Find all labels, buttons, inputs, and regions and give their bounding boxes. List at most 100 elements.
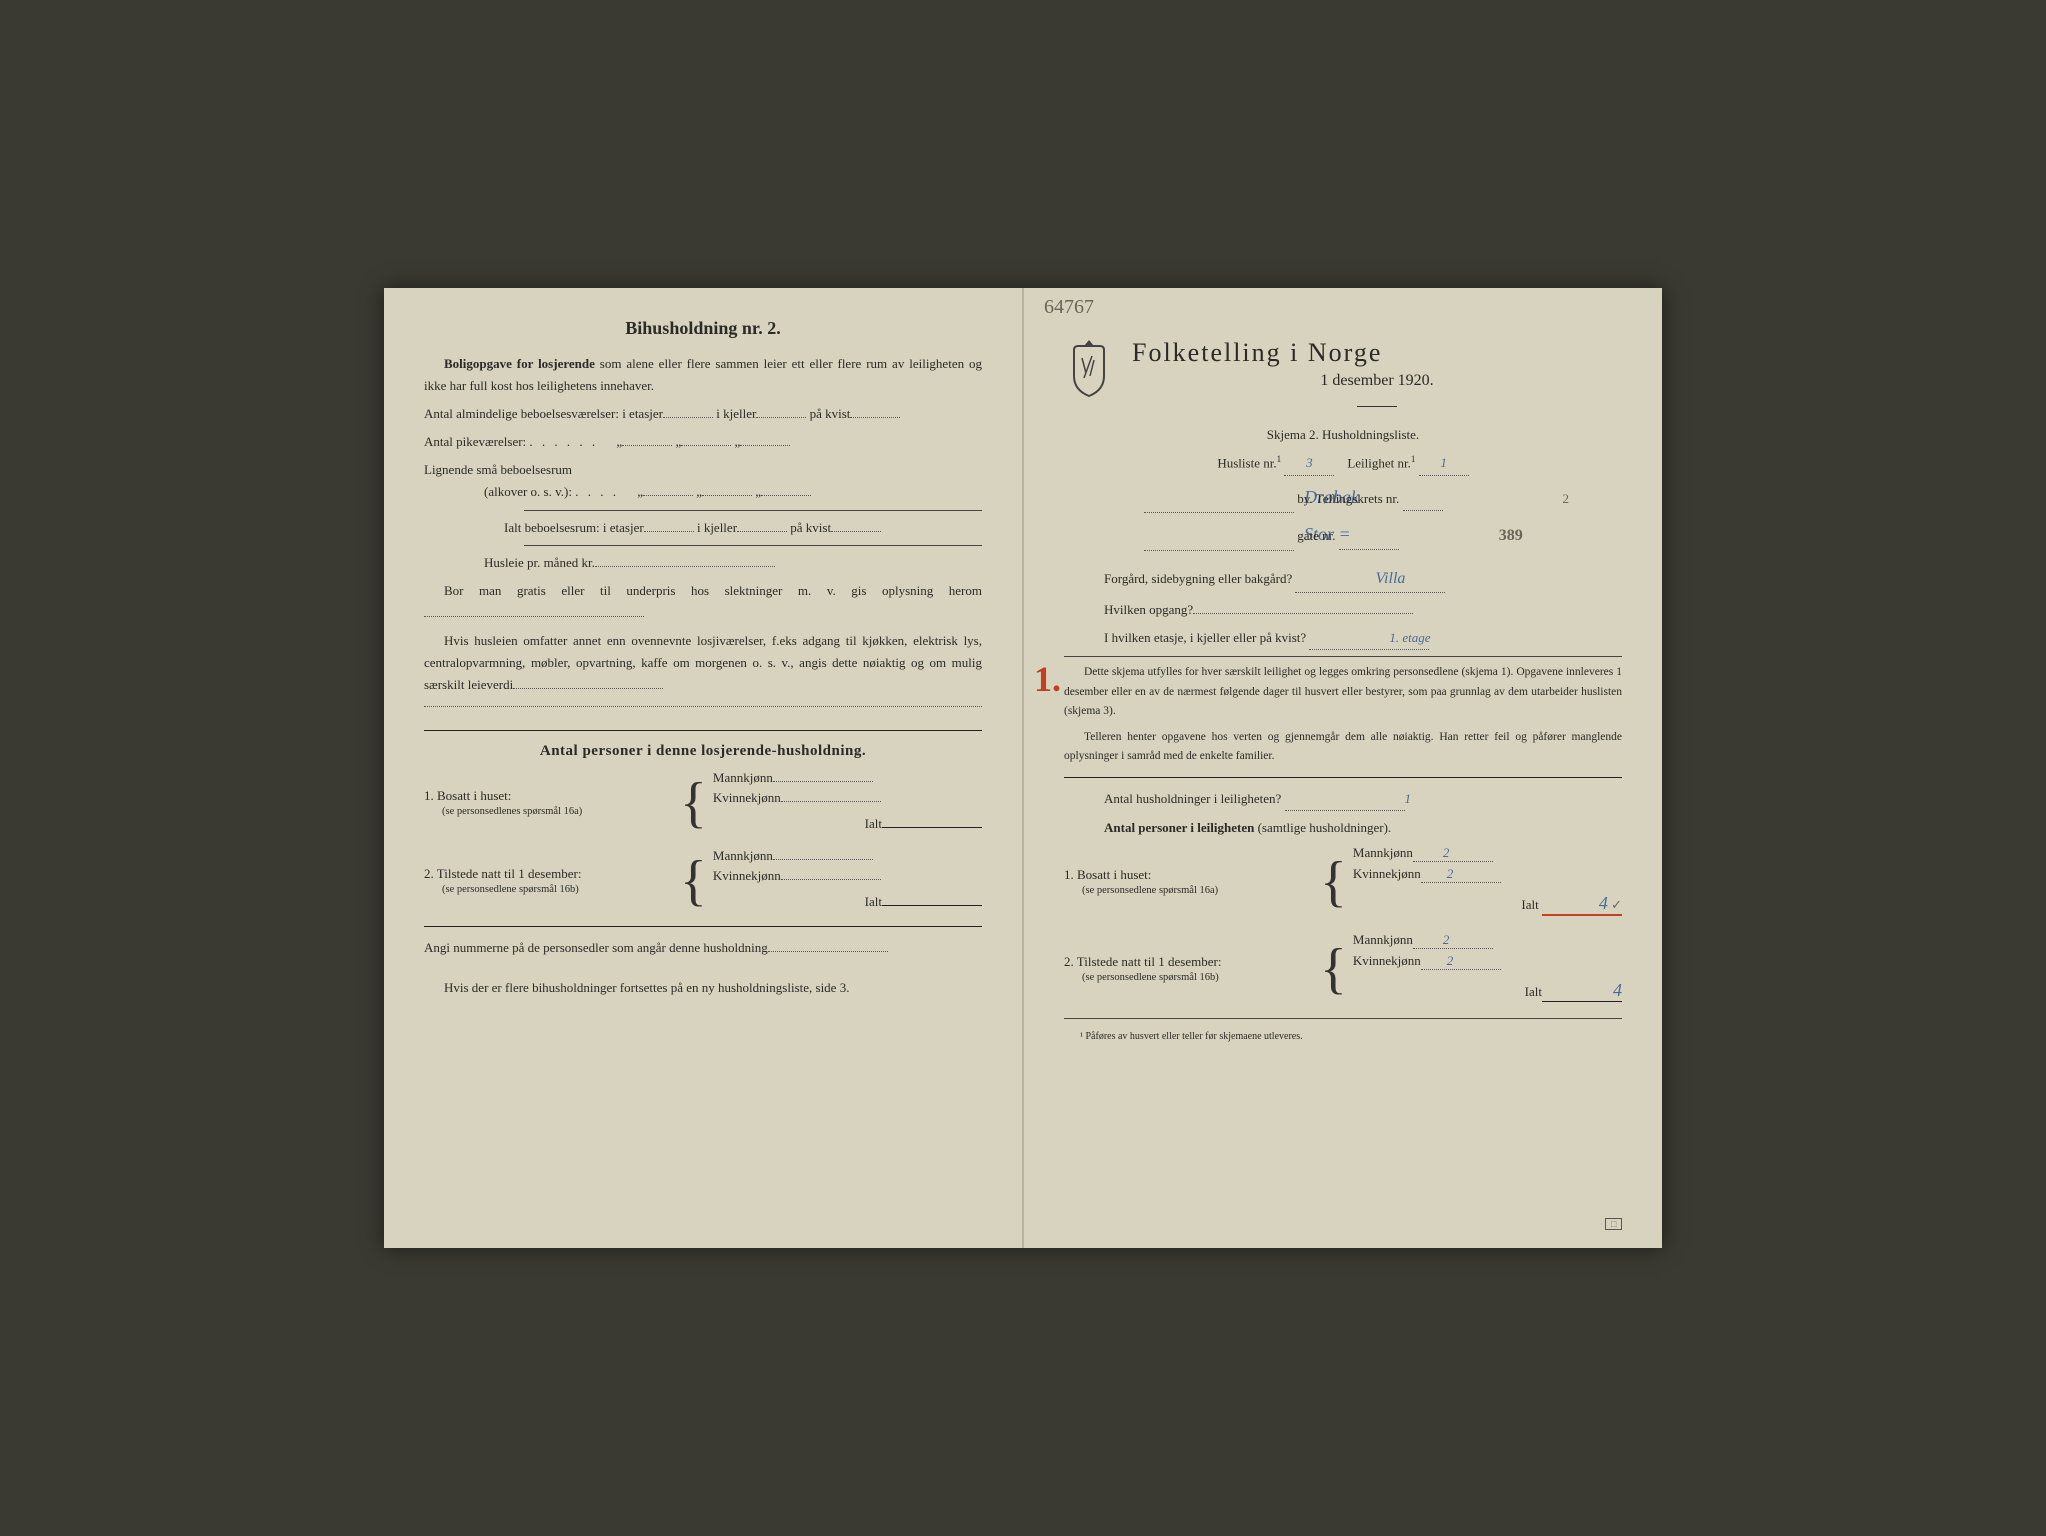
date: 1 desember 1920. [1132, 372, 1622, 390]
lbl-antal-pers: Antal personer i leiligheten [1104, 820, 1254, 835]
lbl-antal-pers2: (samtlige husholdninger). [1254, 820, 1391, 835]
antal-pers-row: Antal personer i leiligheten (samtlige h… [1064, 817, 1622, 839]
rv-i1-chk: ✓ [1611, 897, 1622, 913]
q2-label: 2. Tilstede natt til 1 desember: [424, 866, 674, 883]
val-gatenr: 389 [1419, 522, 1523, 549]
rq2-label: 2. Tilstede natt til 1 desember: [1064, 954, 1314, 971]
val-forgard: Villa [1335, 565, 1405, 592]
right-page: 64767 Folketelling i Norge 1 desember 19… [1023, 288, 1662, 1248]
row-husleie: Husleie pr. måned kr. [424, 552, 982, 574]
val-leilighet: 1 [1440, 452, 1447, 474]
lbl-ialt1: Ialt [865, 816, 882, 831]
val-antal-hush: 1 [1365, 788, 1412, 810]
antal-hush-row: Antal husholdninger i leiligheten? 1 [1064, 788, 1622, 811]
instr1: Dette skjema utfylles for hver særskilt … [1064, 663, 1622, 722]
lbl-kjeller2: i kjeller [697, 520, 737, 535]
document-spread: Bihusholdning nr. 2. Boligopgave for los… [384, 288, 1662, 1248]
lbl-ialt2: Ialt [865, 894, 882, 909]
red-margin-mark: 1. [1034, 658, 1061, 700]
row-ialt: Ialt beboelsesrum: i etasjer i kjeller p… [424, 517, 982, 539]
main-title: Folketelling i Norge [1132, 338, 1622, 368]
left-section-title: Antal personer i denne losjerende-hushol… [424, 743, 982, 760]
lbl-mann1: Mannkjønn [713, 770, 773, 785]
row-lign1: Lignende små beboelsesrum [424, 459, 982, 481]
rq1-label: 1. Bosatt i huset: [1064, 867, 1314, 884]
row-hvis: Hvis husleien omfatter annet enn ovennev… [424, 630, 982, 696]
val-etasje: 1. etage [1349, 627, 1430, 649]
q1-block: 1. Bosatt i huset: (se personsedlenes sp… [424, 770, 982, 836]
rv-k2: 2 [1447, 953, 1454, 969]
left-title: Bihusholdning nr. 2. [424, 318, 982, 339]
foot-left: Hvis der er flere bihusholdninger fortse… [424, 977, 982, 999]
val-krets: 2 [1483, 488, 1570, 510]
rv-m2: 2 [1443, 932, 1450, 948]
printer-mark: ⬚ [1605, 1218, 1622, 1230]
opgang-row: Hvilken opgang? [1064, 599, 1622, 621]
etasje-row: I hvilken etasje, i kjeller eller på kvi… [1064, 627, 1622, 650]
rlbl-ialt2: Ialt [1525, 984, 1542, 999]
row-pike: Antal pikeværelser: . . . . . . „ „ „ [424, 431, 982, 453]
footnote: ¹ Påføres av husvert eller teller før sk… [1064, 1031, 1622, 1042]
brace-icon: { [1314, 944, 1353, 994]
rq2-note: (se personsedlene spørsmål 16b) [1082, 971, 1314, 985]
lbl-by: by. Tellingskrets nr. [1297, 491, 1399, 506]
instr2: Telleren henter opgavene hos verten og g… [1064, 728, 1622, 767]
q1-note: (se personsedlenes spørsmål 16a) [442, 805, 674, 819]
lbl-alm: Antal almindelige beboelsesværelser: i e… [424, 406, 663, 421]
lbl-opgang: Hvilken opgang? [1104, 602, 1193, 617]
lbl-angi: Angi nummerne på de personsedler som ang… [424, 940, 768, 955]
lbl-husleie: Husleie pr. måned kr. [484, 555, 595, 570]
husliste-row: Husliste nr.1 3 Leilighet nr.1 1 [1064, 452, 1622, 475]
brace-icon: { [674, 856, 713, 906]
rv-m1: 2 [1443, 845, 1450, 861]
row-angi: Angi nummerne på de personsedler som ang… [424, 937, 982, 959]
coat-of-arms-icon [1064, 338, 1114, 398]
lbl-kvinne2: Kvinnekjønn [713, 868, 781, 883]
val-husliste: 3 [1306, 452, 1313, 474]
lbl-gate: gate nr. [1297, 528, 1335, 543]
rv-i1: 4 [1599, 893, 1608, 914]
brace-icon: { [1314, 857, 1353, 907]
rlbl-mann2: Mannkjønn [1353, 932, 1413, 947]
gate-row: Stor = gate nr. 389 [1064, 519, 1622, 551]
lbl-kvinne1: Kvinnekjønn [713, 790, 781, 805]
q2-block: 2. Tilstede natt til 1 desember: (se per… [424, 848, 982, 914]
rlbl-kvinne2: Kvinnekjønn [1353, 953, 1421, 968]
lbl-kvist2: på kvist [790, 520, 831, 535]
lbl-pike: Antal pikeværelser: [424, 434, 526, 449]
rq1-note: (se personsedlene spørsmål 16a) [1082, 884, 1314, 898]
rlbl-ialt1: Ialt [1521, 897, 1538, 912]
rlbl-mann1: Mannkjønn [1353, 845, 1413, 860]
row-lign2: (alkover o. s. v.): . . . . „ „ „ [424, 481, 982, 503]
lbl-kjeller: i kjeller [716, 406, 756, 421]
lbl-leilighet: Leilighet nr. [1347, 455, 1411, 470]
brace-icon: { [674, 778, 713, 828]
rv-i2: 4 [1613, 980, 1622, 1001]
q1-label: 1. Bosatt i huset: [424, 788, 674, 805]
lbl-mann2: Mannkjønn [713, 848, 773, 863]
rv-k1: 2 [1447, 866, 1454, 882]
left-page: Bihusholdning nr. 2. Boligopgave for los… [384, 288, 1023, 1248]
skjema-line: Skjema 2. Husholdningsliste. [1064, 424, 1622, 446]
lbl-alkover: (alkover o. s. v.): [484, 484, 572, 499]
margin-number: 64767 [1044, 296, 1094, 319]
lbl-etasje: I hvilken etasje, i kjeller eller på kvi… [1104, 630, 1306, 645]
lbl-hvis: Hvis husleien omfatter annet enn ovennev… [424, 633, 982, 692]
rq2-block: 2. Tilstede natt til 1 desember: (se per… [1064, 932, 1622, 1006]
lbl-kvist: på kvist [810, 406, 851, 421]
by-row: Drøbak by. Tellingskrets nr. 2 [1064, 482, 1622, 514]
lbl-ialt-beb: Ialt beboelsesrum: i etasjer [504, 520, 644, 535]
row-alm: Antal almindelige beboelsesværelser: i e… [424, 403, 982, 425]
lbl-husliste: Husliste nr. [1217, 455, 1276, 470]
lbl-bor: Bor man gratis eller til underpris hos s… [444, 583, 982, 598]
row-bor: Bor man gratis eller til underpris hos s… [424, 580, 982, 624]
lbl-forgard: Forgård, sidebygning eller bakgård? [1104, 571, 1292, 586]
lbl-antal-hush: Antal husholdninger i leiligheten? [1104, 791, 1281, 806]
q2-note: (se personsedlene spørsmål 16b) [442, 883, 674, 897]
intro: Boligopgave for losjerende som alene ell… [424, 353, 982, 397]
intro-bold: Boligopgave for losjerende [444, 356, 595, 371]
forgard-row: Forgård, sidebygning eller bakgård? Vill… [1064, 565, 1622, 593]
rq1-block: 1. Bosatt i huset: (se personsedlene spø… [1064, 845, 1622, 920]
header: Folketelling i Norge 1 desember 1920. [1064, 338, 1622, 416]
rlbl-kvinne1: Kvinnekjønn [1353, 866, 1421, 881]
